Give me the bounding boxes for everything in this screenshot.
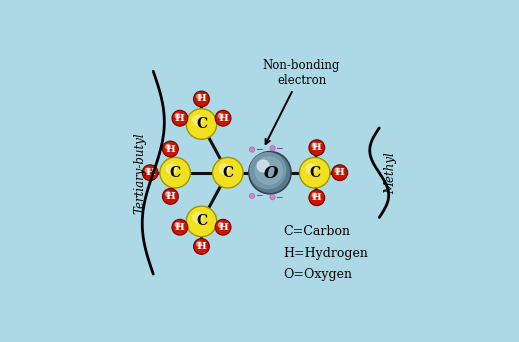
Circle shape (257, 160, 269, 172)
Text: H: H (145, 168, 155, 177)
Circle shape (175, 114, 180, 118)
Text: Non-bonding
electron: Non-bonding electron (263, 58, 340, 144)
Text: Tertiary-butyl: Tertiary-butyl (133, 132, 146, 213)
Circle shape (172, 110, 188, 126)
Text: H: H (312, 143, 322, 152)
Circle shape (219, 164, 229, 174)
Circle shape (145, 168, 150, 173)
Circle shape (175, 223, 180, 227)
Circle shape (215, 110, 231, 126)
Circle shape (197, 242, 201, 247)
Text: −: − (275, 193, 283, 202)
Circle shape (270, 146, 275, 151)
Text: O=Oxygen: O=Oxygen (283, 267, 352, 280)
Circle shape (194, 239, 209, 254)
Text: −: − (255, 145, 262, 154)
Text: H=Hydrogen: H=Hydrogen (283, 247, 368, 260)
Circle shape (172, 219, 188, 235)
Circle shape (186, 109, 217, 139)
Text: H: H (175, 114, 185, 123)
Text: C: C (170, 166, 181, 180)
Circle shape (215, 219, 231, 235)
Circle shape (306, 164, 316, 174)
Text: C: C (222, 166, 234, 180)
Circle shape (186, 206, 217, 237)
Text: H: H (175, 223, 185, 232)
Circle shape (166, 144, 170, 149)
Circle shape (309, 140, 325, 156)
Text: H: H (218, 223, 228, 232)
Circle shape (250, 153, 286, 188)
Circle shape (332, 165, 348, 181)
Circle shape (335, 168, 340, 173)
Circle shape (193, 115, 202, 125)
Circle shape (312, 193, 317, 198)
Text: O: O (264, 165, 278, 182)
Circle shape (250, 147, 255, 152)
Text: C: C (196, 117, 207, 131)
Circle shape (309, 190, 325, 206)
Text: −: − (275, 144, 283, 153)
Circle shape (212, 157, 243, 188)
Text: H: H (197, 242, 207, 251)
Circle shape (249, 152, 291, 194)
Circle shape (162, 188, 179, 204)
Text: C=Carbon: C=Carbon (283, 225, 350, 238)
Circle shape (250, 193, 255, 198)
Circle shape (270, 195, 275, 200)
Text: H: H (166, 192, 175, 201)
Text: H: H (166, 145, 175, 154)
Text: H: H (197, 94, 207, 104)
Circle shape (142, 165, 158, 181)
Circle shape (160, 157, 190, 188)
Circle shape (166, 192, 170, 196)
Text: C: C (196, 214, 207, 228)
Circle shape (218, 223, 223, 227)
Text: −: − (255, 192, 262, 200)
Text: H: H (218, 114, 228, 123)
Circle shape (299, 157, 330, 188)
Text: H: H (312, 193, 322, 202)
Circle shape (167, 164, 176, 174)
Circle shape (194, 91, 209, 107)
Circle shape (218, 114, 223, 118)
Circle shape (162, 141, 179, 157)
Circle shape (197, 94, 201, 99)
Circle shape (255, 157, 282, 184)
Circle shape (312, 143, 317, 148)
Text: Methyl: Methyl (384, 152, 397, 194)
Circle shape (193, 213, 202, 223)
Text: C: C (309, 166, 320, 180)
Text: H: H (335, 168, 345, 177)
